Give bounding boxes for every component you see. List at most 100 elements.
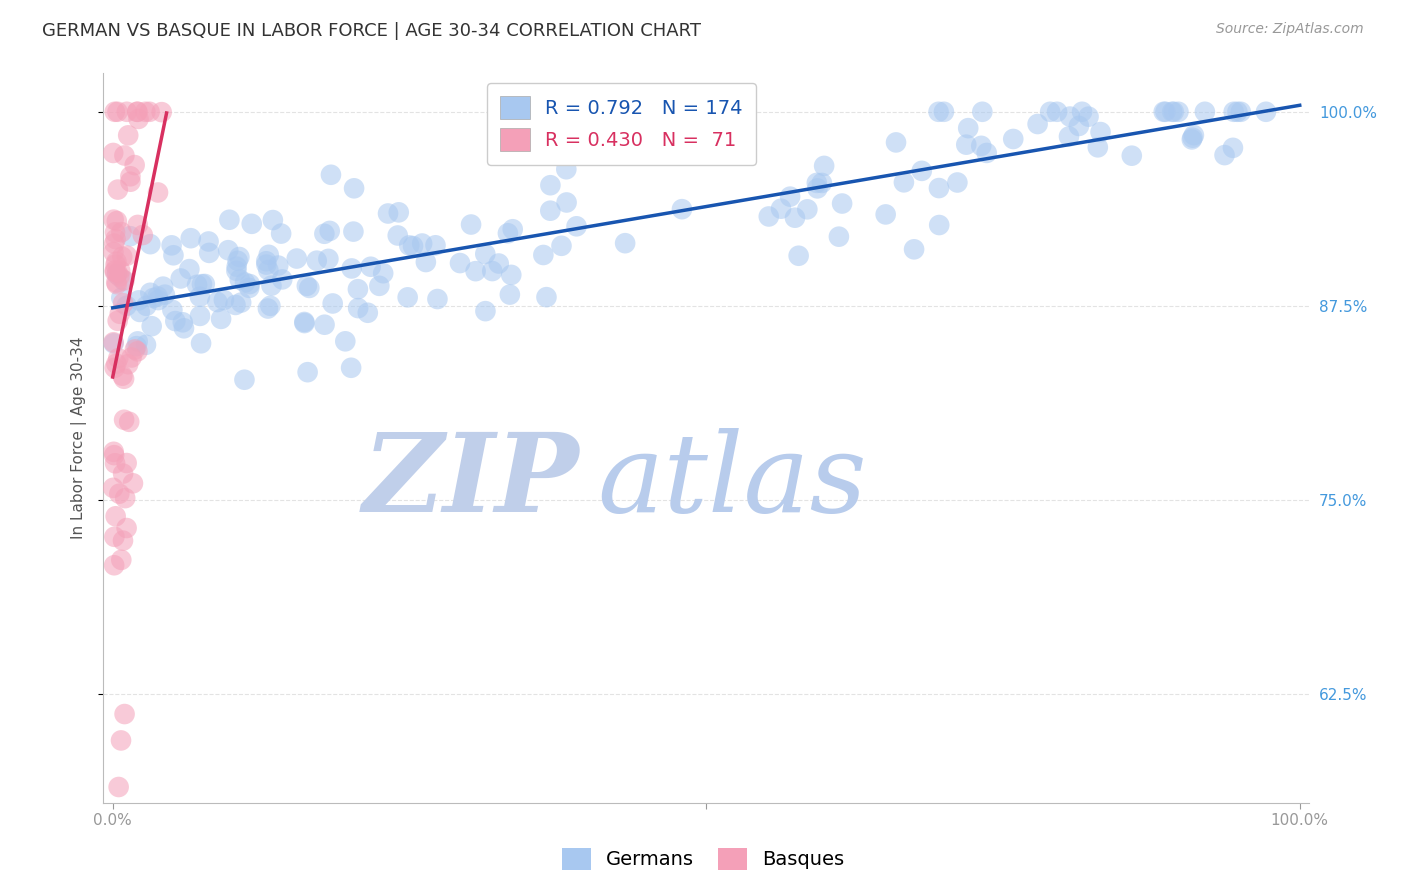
Point (209, 312, 232, 326)
Point (1167, 104, 1189, 119)
Point (1226, 104, 1249, 119)
Point (314, 318, 336, 332)
Point (139, 285, 162, 300)
Point (1213, 148, 1236, 162)
Point (342, 225, 364, 239)
Point (104, 232, 127, 246)
Point (884, 136, 907, 150)
Point (127, 104, 149, 119)
Legend: R = 0.792   N = 174, R = 0.430   N =  71: R = 0.792 N = 174, R = 0.430 N = 71 (486, 83, 756, 164)
Point (957, 121, 980, 136)
Point (1067, 119, 1090, 133)
Point (1229, 104, 1251, 119)
Point (104, 265, 127, 279)
Point (107, 183, 129, 197)
Point (141, 319, 163, 334)
Point (318, 252, 340, 266)
Point (1039, 104, 1062, 119)
Point (112, 148, 135, 162)
Point (903, 243, 925, 257)
Point (225, 260, 247, 274)
Point (257, 248, 280, 262)
Point (162, 302, 184, 317)
Point (340, 261, 363, 276)
Point (970, 139, 993, 153)
Point (1057, 129, 1080, 144)
Point (107, 104, 129, 119)
Point (1194, 104, 1216, 119)
Point (550, 239, 572, 253)
Point (387, 228, 409, 243)
Point (297, 365, 319, 379)
Point (103, 448, 125, 462)
Point (142, 291, 165, 305)
Point (932, 104, 955, 119)
Point (262, 213, 284, 227)
Point (114, 707, 136, 722)
Point (377, 206, 399, 220)
Point (104, 360, 127, 375)
Point (536, 290, 558, 304)
Point (238, 281, 260, 295)
Point (105, 254, 128, 268)
Point (132, 227, 155, 242)
Point (104, 263, 127, 277)
Point (160, 238, 183, 252)
Point (565, 219, 588, 234)
Point (319, 224, 342, 238)
Point (212, 293, 235, 307)
Point (875, 207, 897, 221)
Point (162, 248, 184, 262)
Point (481, 264, 503, 278)
Point (105, 214, 128, 228)
Point (474, 304, 496, 318)
Point (928, 181, 950, 195)
Point (108, 307, 131, 321)
Point (188, 309, 211, 323)
Point (197, 235, 219, 249)
Point (127, 104, 149, 119)
Legend: Germans, Basques: Germans, Basques (554, 839, 852, 878)
Point (135, 338, 157, 352)
Point (538, 178, 561, 193)
Point (335, 334, 357, 349)
Point (425, 238, 447, 252)
Point (110, 291, 132, 305)
Point (150, 105, 173, 120)
Point (111, 533, 134, 548)
Point (188, 290, 211, 304)
Point (257, 263, 280, 277)
Point (148, 293, 170, 307)
Point (270, 227, 292, 241)
Point (314, 227, 336, 241)
Point (1071, 104, 1094, 119)
Point (460, 218, 482, 232)
Point (501, 268, 523, 282)
Point (146, 186, 169, 200)
Point (115, 249, 138, 263)
Point (103, 336, 125, 351)
Point (128, 112, 150, 126)
Point (464, 264, 486, 278)
Point (347, 282, 370, 296)
Point (295, 278, 318, 293)
Point (813, 159, 835, 173)
Point (1161, 104, 1184, 119)
Point (357, 306, 380, 320)
Point (769, 202, 792, 216)
Point (911, 164, 934, 178)
Text: ZIP: ZIP (363, 428, 579, 535)
Point (127, 344, 149, 359)
Point (928, 104, 950, 119)
Point (783, 211, 806, 225)
Point (1222, 104, 1244, 119)
Point (415, 255, 437, 269)
Point (388, 205, 411, 219)
Point (294, 316, 316, 330)
Point (1181, 132, 1204, 146)
Point (207, 295, 229, 310)
Point (1077, 110, 1099, 124)
Point (107, 314, 129, 328)
Point (190, 336, 212, 351)
Point (115, 456, 138, 470)
